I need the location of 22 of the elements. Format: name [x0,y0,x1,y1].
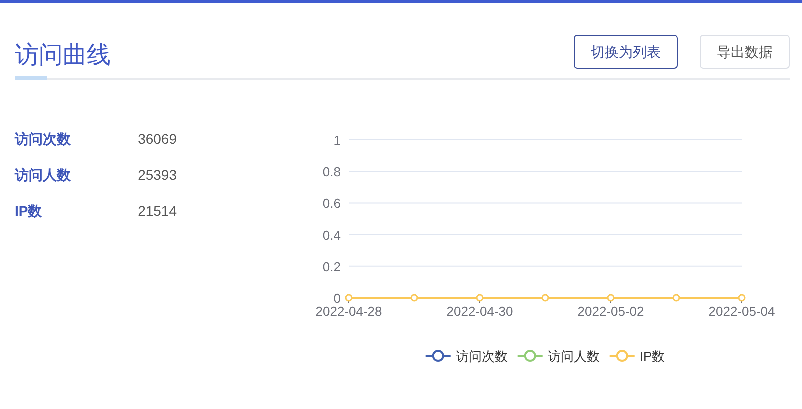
x-tick-label: 2022-05-02 [578,304,644,319]
y-tick-label: 0.6 [322,196,341,212]
text: 访问曲线 [15,42,111,69]
category-label: 访问人数 [14,167,72,183]
data-label: 21514 [138,203,178,219]
legend-label: 访问次数 [456,349,508,364]
data-label: 36069 [138,131,178,147]
text: 切换为列表 [591,44,661,60]
y-tick-label: 0.2 [322,259,341,274]
y-tick-label: 0.8 [322,164,341,180]
category-label: 访问次数 [14,131,72,147]
y-tick-label: 1 [334,133,341,148]
text: 导出数据 [717,44,773,60]
x-tick-label: 2022-04-30 [446,304,514,319]
legend-label: IP数 [640,349,666,364]
x-tick-label: 2022-05-04 [708,304,776,319]
data-label: 25393 [138,167,178,183]
y-tick-label: 0 [334,291,341,306]
category-label: IP数 [15,203,44,219]
legend-label: 访问人数 [548,349,600,364]
x-tick-label: 2022-04-28 [316,304,382,319]
y-tick-label: 0.4 [322,228,341,243]
